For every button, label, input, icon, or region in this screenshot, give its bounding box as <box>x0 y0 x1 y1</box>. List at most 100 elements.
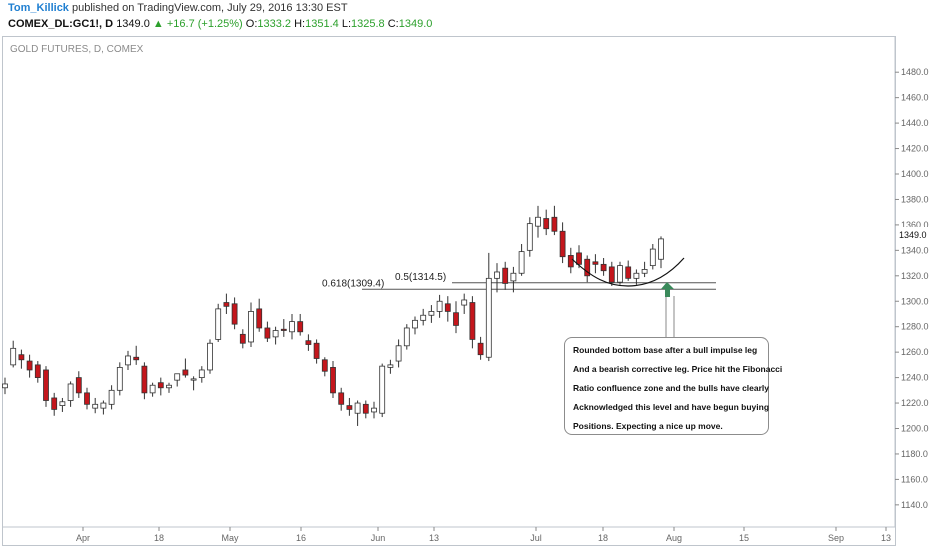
x-tick-label: 13 <box>881 533 891 543</box>
candle-body <box>477 342 484 356</box>
candle-body <box>256 308 263 329</box>
publish-line: Tom_Killick published on TradingView.com… <box>8 2 348 14</box>
candle <box>264 321 271 342</box>
candle-body <box>149 384 156 394</box>
y-tick-label: 1420.0 <box>901 144 929 154</box>
close-value: 1349.0 <box>398 18 433 30</box>
candle <box>190 376 197 391</box>
y-tick-label: 1180.0 <box>901 449 928 459</box>
candle <box>157 377 164 396</box>
candle-body <box>59 401 66 406</box>
candle-body <box>633 272 640 279</box>
candle-body <box>67 383 74 401</box>
candle <box>2 377 8 395</box>
candle <box>543 209 550 236</box>
candle <box>387 359 394 374</box>
candle-body <box>174 373 181 381</box>
y-tick-label: 1320.0 <box>901 271 929 281</box>
symbol-label[interactable]: COMEX_DL:GC1!, D <box>8 18 114 30</box>
callout-line: Rounded bottom base after a bull impulse… <box>573 345 758 355</box>
author-link[interactable]: Tom_Killick <box>8 2 69 14</box>
analysis-callout[interactable]: Rounded bottom base after a bull impulse… <box>564 337 783 435</box>
candle-body <box>526 223 533 251</box>
candle <box>166 382 172 393</box>
time-axis[interactable]: Apr 18 May 16 Jun 13 Jul 18 Aug 15 Sep 13 <box>76 527 891 543</box>
candle <box>436 294 443 318</box>
callout-line: And a bearish corrective leg. Price hit … <box>573 364 783 374</box>
candle <box>403 324 410 350</box>
candle <box>26 354 33 378</box>
candle-body <box>248 311 254 343</box>
candle <box>321 357 328 377</box>
x-tick-label: May <box>221 533 239 543</box>
candle-body <box>592 261 599 265</box>
fib-level-label: 0.618(1309.4) <box>322 278 384 289</box>
candle <box>133 345 140 365</box>
candle <box>633 269 640 285</box>
candle-body <box>26 360 33 371</box>
price-change: +16.7 (+1.25%) <box>166 18 243 30</box>
candle <box>141 362 148 400</box>
candle <box>239 329 246 349</box>
candle-body <box>166 384 172 389</box>
candle-body <box>502 267 509 284</box>
x-tick-label: Apr <box>76 533 90 543</box>
close-label: C: <box>387 18 399 30</box>
candle-body <box>641 269 648 274</box>
candle <box>658 236 664 269</box>
y-tick-label: 1440.0 <box>901 118 929 128</box>
candle-body <box>18 354 25 361</box>
candle-body <box>34 364 41 379</box>
candle <box>608 261 615 286</box>
fibonacci-levels[interactable]: 0.618(1309.4) 0.5(1314.5) <box>322 272 716 290</box>
y-tick-label: 1480.0 <box>901 67 929 77</box>
price-axis[interactable]: 1140.0 1160.0 1180.0 1200.0 1220.0 1240.0 1260… <box>895 67 929 510</box>
candle-body <box>600 263 607 272</box>
open-value: 1333.2 <box>257 18 292 30</box>
candle <box>34 361 41 383</box>
y-tick-label: 1400.0 <box>901 169 929 179</box>
candle-body <box>133 356 140 361</box>
candle <box>625 260 632 281</box>
candle-body <box>190 378 197 381</box>
x-tick-label: 18 <box>154 533 164 543</box>
candle-body <box>485 277 492 358</box>
candle <box>92 397 99 414</box>
candle <box>198 366 205 383</box>
svg-text:1349.0: 1349.0 <box>899 230 927 240</box>
candle-body <box>125 355 131 366</box>
up-arrow-icon[interactable] <box>661 282 674 297</box>
candle-body <box>264 327 271 339</box>
candle-body <box>469 302 476 340</box>
x-tick-label: Jul <box>530 533 542 543</box>
candle-body <box>412 319 418 329</box>
candle <box>297 313 304 336</box>
candle-body <box>371 407 377 413</box>
candle-body <box>535 216 541 227</box>
candle-body <box>444 303 451 312</box>
candle-body <box>649 248 656 267</box>
candle-body <box>543 218 550 230</box>
candle-body <box>157 382 164 389</box>
high-value: 1351.4 <box>305 18 339 30</box>
open-label: O: <box>245 18 258 30</box>
y-tick-label: 1140.0 <box>901 500 928 510</box>
candle <box>305 334 312 351</box>
candle <box>18 349 25 369</box>
rounded-bottom-arc[interactable] <box>571 257 685 287</box>
y-tick-label: 1340.0 <box>901 245 929 255</box>
callout-line: Positions. Expecting a nice up move. <box>573 421 723 431</box>
candle <box>108 385 115 410</box>
candle-body <box>576 252 582 265</box>
candle <box>592 254 599 274</box>
candle <box>182 358 189 378</box>
candle-body <box>567 255 574 268</box>
candle <box>289 313 295 340</box>
candle-body <box>51 397 58 410</box>
candle-body <box>403 327 410 347</box>
candle-body <box>321 359 328 372</box>
publish-info: published on TradingView.com, July 29, 2… <box>68 2 348 14</box>
candle-body <box>215 308 222 340</box>
candle-body <box>608 266 615 283</box>
